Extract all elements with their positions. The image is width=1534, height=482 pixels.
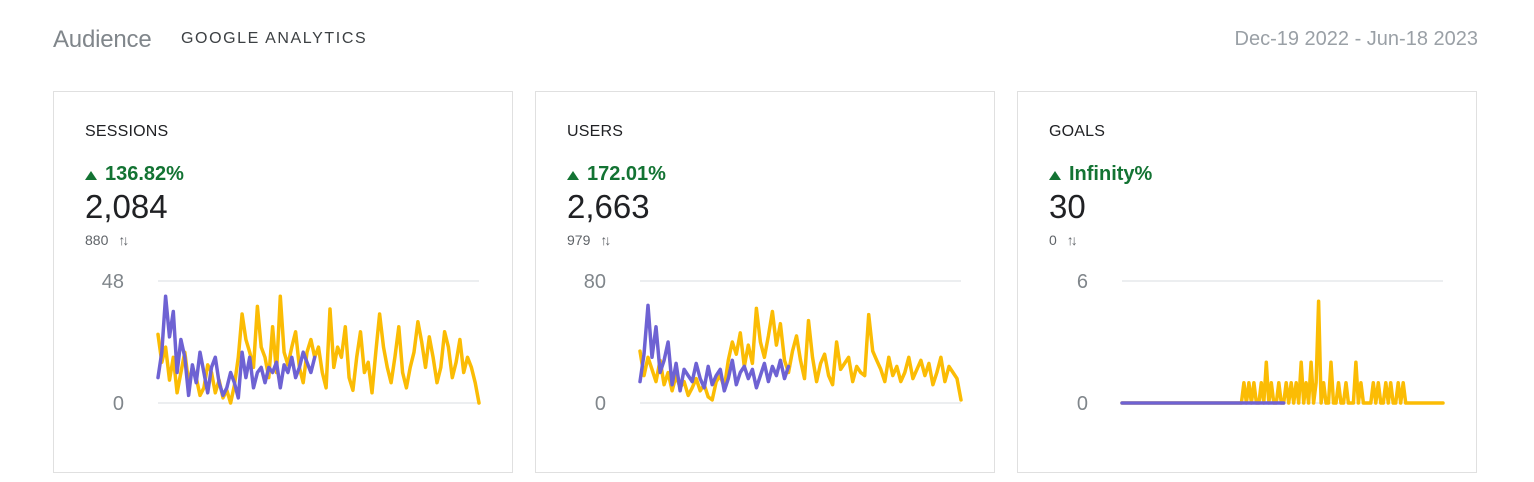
triangle-up-icon: [1049, 171, 1061, 180]
swap-vertical-icon[interactable]: ↑↓: [118, 232, 129, 248]
triangle-up-icon: [567, 171, 579, 180]
card-title: GOALS: [1049, 123, 1106, 140]
previous-period: 979 ↑↓: [567, 232, 611, 248]
previous-period-line: [156, 294, 317, 400]
previous-period: 0 ↑↓: [1049, 232, 1078, 248]
current-period-line: [638, 306, 963, 402]
change-percent: 172.01%: [587, 163, 666, 185]
y-tick-label: 0: [595, 393, 606, 415]
metric-value: 30: [1049, 188, 1086, 225]
swap-vertical-icon[interactable]: ↑↓: [1066, 232, 1078, 248]
card-title: USERS: [567, 123, 624, 140]
goals-chart: 60: [1077, 271, 1445, 415]
card-title: SESSIONS: [85, 123, 169, 140]
previous-value: 979: [567, 232, 591, 248]
metric-value: 2,084: [85, 188, 168, 225]
sessions-card: SESSIONS 136.82% 2,084 880 ↑↓ 48 0: [53, 91, 513, 473]
y-tick-label: 80: [584, 271, 606, 293]
users-chart: 80 0: [584, 271, 963, 415]
change-indicator: 172.01%: [567, 163, 666, 186]
change-indicator: Infinity%: [1049, 163, 1152, 186]
y-tick-label: 48: [102, 271, 124, 293]
users-card: USERS 172.01% 2,663 979 ↑↓ 80 0: [535, 91, 995, 473]
y-tick-label: 0: [1077, 393, 1088, 415]
y-tick-label: 0: [113, 393, 124, 415]
y-tick-label: 6: [1077, 271, 1088, 293]
current-period-line: [1120, 299, 1445, 405]
triangle-up-icon: [85, 171, 97, 180]
previous-period: 880 ↑↓: [85, 232, 129, 248]
sessions-chart: 48 0: [102, 271, 481, 415]
change-percent: Infinity%: [1069, 163, 1153, 185]
page-subtitle: GOOGLE ANALYTICS: [181, 30, 368, 47]
swap-vertical-icon[interactable]: ↑↓: [600, 232, 611, 248]
previous-value: 0: [1049, 232, 1057, 248]
previous-period-line: [638, 303, 791, 393]
metric-value: 2,663: [567, 188, 650, 225]
change-percent: 136.82%: [105, 163, 184, 185]
page-title: Audience: [53, 26, 152, 53]
change-indicator: 136.82%: [85, 163, 184, 186]
previous-value: 880: [85, 232, 109, 248]
date-range[interactable]: Dec-19 2022 - Jun-18 2023: [1234, 28, 1479, 50]
audience-header: Audience GOOGLE ANALYTICS Dec-19 2022 - …: [53, 24, 1478, 58]
